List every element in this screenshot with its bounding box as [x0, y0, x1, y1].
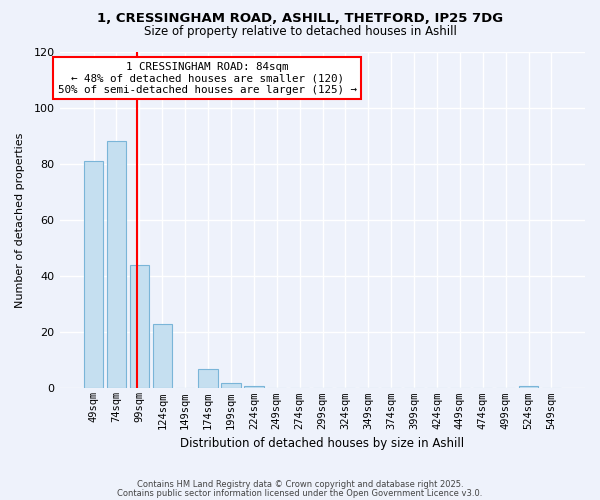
X-axis label: Distribution of detached houses by size in Ashill: Distribution of detached houses by size …: [181, 437, 464, 450]
Bar: [519, 386, 538, 388]
Y-axis label: Number of detached properties: Number of detached properties: [15, 132, 25, 308]
Text: 1, CRESSINGHAM ROAD, ASHILL, THETFORD, IP25 7DG: 1, CRESSINGHAM ROAD, ASHILL, THETFORD, I…: [97, 12, 503, 26]
Bar: [152, 324, 172, 388]
Bar: [244, 386, 263, 388]
Bar: [84, 161, 103, 388]
Bar: [199, 368, 218, 388]
Bar: [107, 142, 126, 388]
Bar: [130, 265, 149, 388]
Bar: [221, 383, 241, 388]
Text: Size of property relative to detached houses in Ashill: Size of property relative to detached ho…: [143, 24, 457, 38]
Text: 1 CRESSINGHAM ROAD: 84sqm
← 48% of detached houses are smaller (120)
50% of semi: 1 CRESSINGHAM ROAD: 84sqm ← 48% of detac…: [58, 62, 356, 95]
Text: Contains HM Land Registry data © Crown copyright and database right 2025.: Contains HM Land Registry data © Crown c…: [137, 480, 463, 489]
Text: Contains public sector information licensed under the Open Government Licence v3: Contains public sector information licen…: [118, 489, 482, 498]
